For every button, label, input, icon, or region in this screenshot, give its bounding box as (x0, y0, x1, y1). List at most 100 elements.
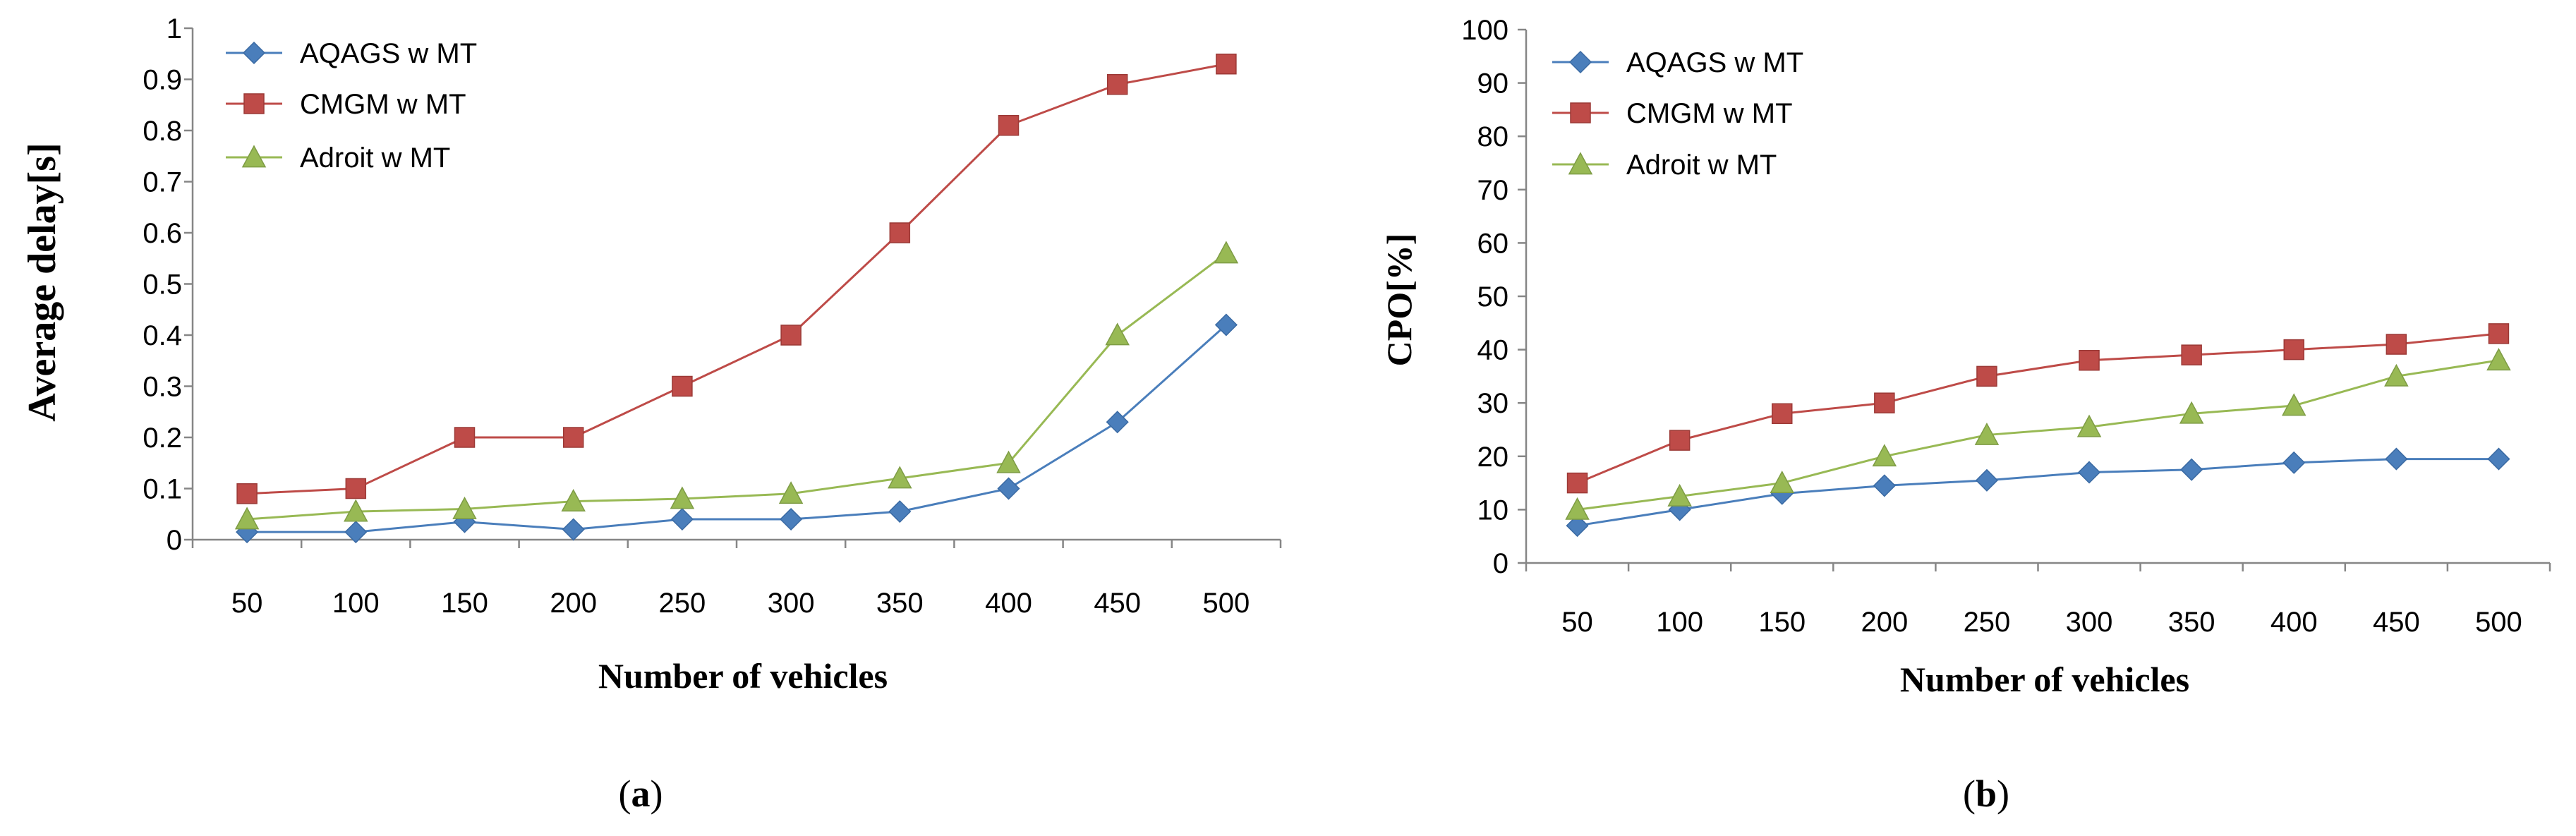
data-point-diamond (2487, 447, 2510, 471)
x-tick-label: 50 (231, 588, 263, 619)
y-tick-label: 0.6 (143, 218, 182, 249)
data-point-diamond (670, 507, 694, 531)
data-point-triangle (344, 499, 368, 522)
chart-panel-b: 0 10 20 30 40 50 60 70 80 90 100 50 100 150 200 250 300 3… (1379, 15, 2551, 815)
data-point-triangle (1770, 471, 1795, 493)
x-tick-label: 300 (2066, 607, 2113, 638)
y-tick-label: 0 (167, 525, 182, 556)
data-point-square (562, 427, 584, 448)
data-point-triangle (888, 466, 912, 489)
y-tick-label: 60 (1477, 228, 1509, 259)
data-point-square (236, 483, 258, 504)
data-point-diamond (2077, 461, 2101, 484)
y-tick-label: 30 (1477, 388, 1509, 419)
legend-label: Adroit w MT (1626, 150, 1777, 181)
data-point-square (1976, 365, 1997, 387)
legend-marker-square (243, 93, 265, 114)
x-axis-title: Number of vehicles (1900, 660, 2189, 699)
y-tick-label: 40 (1477, 335, 1509, 366)
panel-caption: (b) (1963, 773, 2009, 815)
data-point-triangle (1214, 241, 1239, 264)
y-tick-label: 90 (1477, 68, 1509, 99)
x-tick-label: 250 (1964, 607, 2011, 638)
data-point-diamond (997, 477, 1020, 500)
panel-caption: (a) (619, 773, 663, 815)
y-tick-label: 0.9 (143, 65, 182, 96)
data-point-triangle (2384, 363, 2409, 387)
data-point-triangle (561, 489, 586, 511)
legend-label: AQAGS w MT (300, 38, 477, 69)
data-point-diamond (1873, 474, 1896, 497)
y-axis-title: Average delay[s] (20, 143, 64, 422)
data-point-diamond (780, 507, 803, 531)
data-point-square (1669, 430, 1691, 451)
legend-label: CMGM w MT (1626, 98, 1793, 129)
caption-letter: b (1976, 773, 1997, 815)
y-tick-label: 100 (1461, 15, 1508, 46)
data-point-triangle (1667, 483, 1692, 507)
x-tick-label: 400 (985, 588, 1032, 619)
legend-label: AQAGS w MT (1626, 47, 1803, 78)
data-point-diamond (2282, 451, 2306, 474)
data-point-diamond (1566, 514, 1589, 538)
x-tick-label: 350 (876, 588, 924, 619)
y-tick-label: 0.4 (143, 320, 182, 351)
data-point-triangle (234, 507, 260, 530)
series-line-1 (1576, 332, 2499, 484)
y-tick-label: 0.2 (143, 423, 182, 454)
series-line-2 (1577, 359, 2499, 511)
legend-marker-triangle (241, 145, 267, 168)
series-line-0 (247, 324, 1227, 533)
caption-close-paren: ) (1997, 773, 2009, 815)
data-point-triangle (1565, 497, 1590, 520)
data-point-square (1874, 392, 1895, 413)
data-point-square (889, 222, 911, 243)
y-tick-label: 80 (1477, 121, 1509, 152)
x-tick-label: 300 (768, 588, 815, 619)
y-tick-label: 20 (1477, 442, 1509, 473)
y-tick-label: 10 (1477, 495, 1509, 526)
data-point-diamond (2180, 458, 2203, 481)
data-point-diamond (1214, 313, 1238, 337)
y-tick-label: 70 (1477, 175, 1509, 206)
x-tick-label: 150 (441, 588, 488, 619)
caption-open-paren: ( (1963, 773, 1976, 815)
data-point-triangle (1974, 422, 2000, 445)
caption-open-paren: ( (619, 773, 631, 815)
x-tick-label: 250 (659, 588, 706, 619)
data-point-square (2283, 339, 2304, 361)
x-tick-label: 500 (2475, 607, 2522, 638)
y-tick-label: 0.8 (143, 116, 182, 147)
x-tick-label: 150 (1758, 607, 1806, 638)
data-point-diamond (1975, 468, 1999, 492)
y-tick-label: 50 (1477, 281, 1509, 313)
series-line-1 (247, 63, 1227, 495)
data-point-square (1106, 74, 1128, 95)
y-tick-label: 0.5 (143, 269, 182, 301)
data-point-triangle (2076, 414, 2102, 437)
legend-label: Adroit w MT (300, 143, 450, 174)
data-point-square (454, 427, 476, 448)
x-tick-label: 200 (550, 588, 597, 619)
y-tick-label: 0.1 (143, 474, 182, 505)
x-tick-label: 50 (1561, 607, 1593, 638)
x-tick-label: 100 (1656, 607, 1703, 638)
caption-letter: a (631, 773, 651, 815)
data-point-square (998, 115, 1020, 136)
data-point-square (345, 478, 367, 499)
legend-label: CMGM w MT (300, 89, 466, 120)
data-point-diamond (344, 521, 368, 544)
data-point-triangle (452, 496, 477, 519)
data-point-triangle (2486, 348, 2511, 371)
data-point-square (1566, 472, 1588, 494)
data-point-square (2488, 323, 2510, 344)
data-point-triangle (2281, 393, 2306, 416)
data-point-triangle (2179, 401, 2204, 424)
series-line-2 (246, 252, 1227, 521)
data-point-diamond (888, 500, 912, 523)
data-point-square (1772, 403, 1793, 425)
data-point-triangle (1872, 444, 1897, 467)
legend-marker-diamond (1568, 50, 1592, 74)
